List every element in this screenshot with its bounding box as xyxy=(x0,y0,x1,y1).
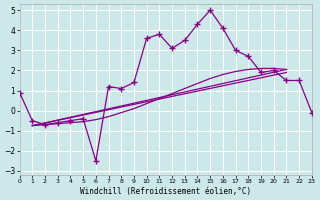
X-axis label: Windchill (Refroidissement éolien,°C): Windchill (Refroidissement éolien,°C) xyxy=(80,187,251,196)
